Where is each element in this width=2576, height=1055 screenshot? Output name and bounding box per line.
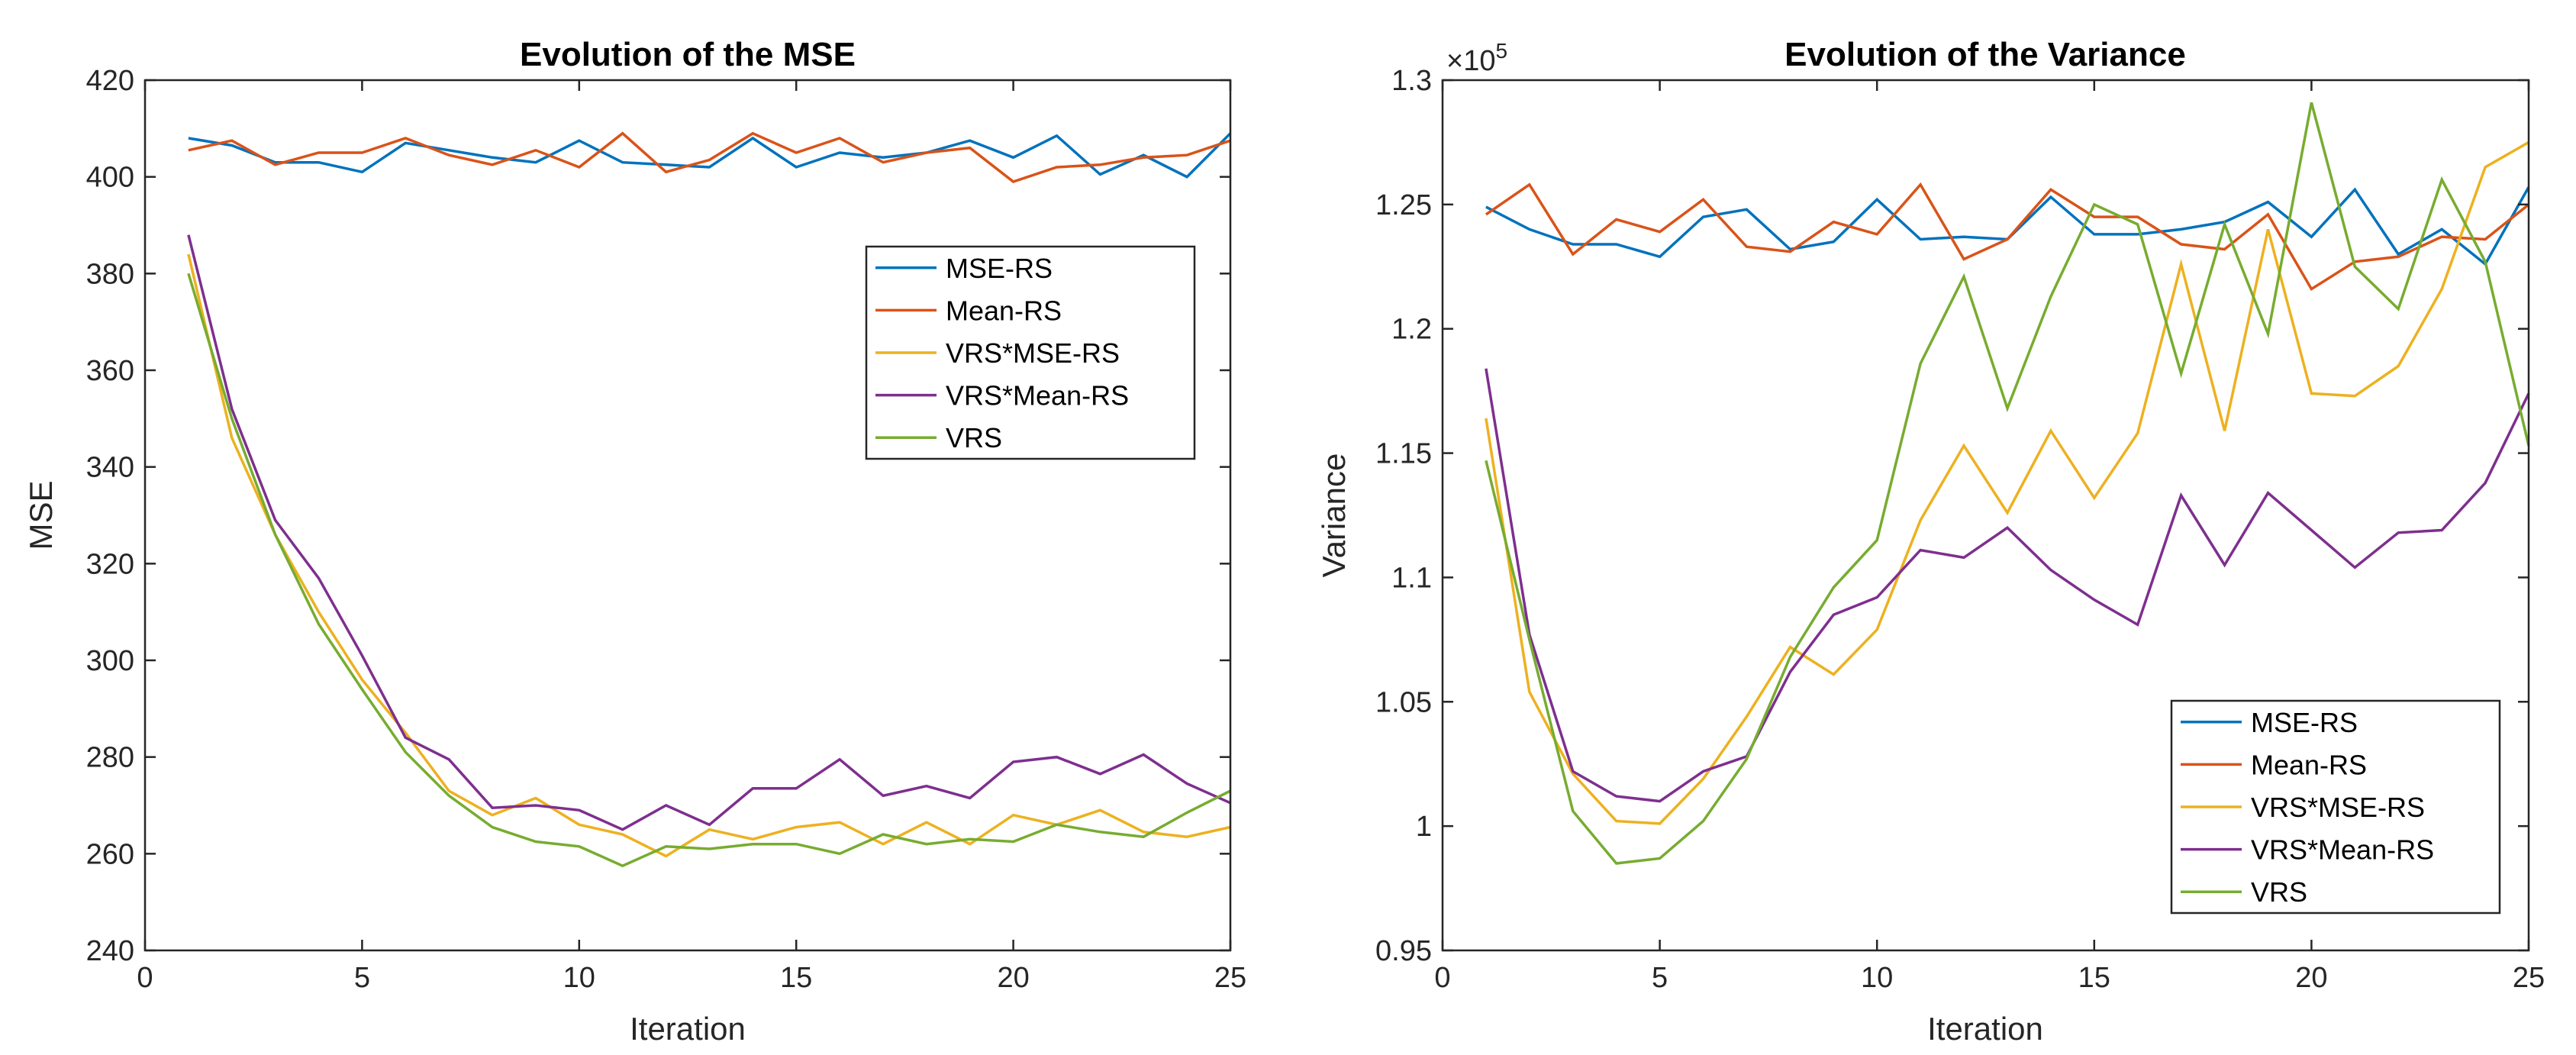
variance-chart-title: Evolution of the Variance [1785, 36, 2186, 73]
mse-ticks: 0 5 10 15 20 25 240 260 280 300 320 340 360 380 400 420 [86, 65, 1247, 994]
mse-y-tick-label: 320 [86, 548, 134, 580]
variance-y-tick-label: 1.15 [1375, 438, 1432, 470]
mse-y-tick-label: 340 [86, 452, 134, 484]
mse-x-tick-label: 0 [137, 962, 153, 994]
variance-y-tick-label: 0.95 [1375, 935, 1432, 967]
variance-x-tick-label: 20 [2295, 962, 2327, 994]
variance-y-tick-label: 1.05 [1375, 686, 1432, 718]
mse-x-axis-label: Iteration [630, 1011, 746, 1047]
variance-legend: MSE-RS Mean-RS VRS*MSE-RS VRS*Mean-RS VRS [2170, 699, 2501, 915]
variance-ticks: 0 5 10 15 20 25 0.95 1 1.05 1.1 1.15 1.2 1.25 1.3 [1375, 65, 2545, 994]
mse-legend: MSE-RS Mean-RS VRS*MSE-RS VRS*Mean-RS VRS [865, 245, 1196, 460]
mse-legend-label: VRS [946, 422, 1002, 453]
mse-axes-box [143, 79, 1232, 952]
mse-legend-label: Mean-RS [946, 295, 1062, 326]
variance-x-axis-label: Iteration [1927, 1011, 2043, 1047]
exponent-base: ×10 [1446, 45, 1495, 77]
mse-x-tick-label: 10 [563, 962, 595, 994]
mse-y-tick-label: 380 [86, 258, 134, 290]
variance-legend-label: Mean-RS [2251, 749, 2367, 780]
variance-legend-label: VRS [2251, 876, 2307, 908]
variance-chart: 0 5 10 15 20 25 0.95 1 1.05 1.1 1.15 1.2 1.25 1.3 Evo… [1316, 36, 2545, 1047]
mse-y-tick-label: 400 [86, 162, 134, 194]
mse-x-tick-label: 15 [780, 962, 812, 994]
variance-legend-label: VRS*MSE-RS [2251, 792, 2425, 823]
mse-legend-label: VRS*MSE-RS [946, 337, 1120, 369]
variance-y-tick-label: 1 [1416, 811, 1432, 843]
variance-x-tick-label: 25 [2513, 962, 2545, 994]
mse-y-tick-label: 300 [86, 645, 134, 677]
variance-legend-label: VRS*Mean-RS [2251, 834, 2434, 866]
variance-y-exponent: ×105 [1446, 39, 1507, 77]
variance-axes-box [1441, 79, 2530, 952]
mse-y-tick-label: 260 [86, 838, 134, 870]
mse-y-tick-label: 280 [86, 742, 134, 774]
mse-legend-label: MSE-RS [946, 253, 1053, 284]
mse-legend-label: VRS*Mean-RS [946, 380, 1129, 411]
mse-series-line-vrs [187, 273, 1231, 868]
mse-y-tick-label: 360 [86, 355, 134, 387]
variance-y-tick-label: 1.25 [1375, 189, 1432, 221]
variance-series-line-vrs [1485, 102, 2530, 865]
variance-y-tick-label: 1.3 [1391, 65, 1432, 97]
variance-y-tick-label: 1.2 [1391, 314, 1432, 346]
variance-x-tick-label: 0 [1434, 962, 1450, 994]
variance-x-tick-label: 5 [1652, 962, 1668, 994]
mse-series-line-mse-rs [188, 132, 1232, 179]
variance-x-tick-label: 15 [2078, 962, 2110, 994]
variance-y-tick-label: 1.1 [1391, 562, 1432, 594]
mse-series-line-mean-rs [188, 131, 1231, 183]
mse-series-line-vrs-mean-rs [187, 234, 1231, 831]
variance-marks [1485, 102, 2530, 865]
mse-chart-title: Evolution of the MSE [520, 36, 856, 73]
variance-y-axis-label: Variance [1316, 453, 1352, 578]
mse-x-tick-label: 5 [354, 962, 370, 994]
mse-x-tick-label: 25 [1214, 962, 1246, 994]
variance-series-line-vrs-mean-rs [1485, 368, 2530, 803]
variance-legend-label: MSE-RS [2251, 707, 2358, 738]
mse-y-tick-label: 420 [86, 65, 134, 97]
variance-x-tick-label: 10 [1861, 962, 1893, 994]
mse-y-axis-label: MSE [23, 480, 59, 550]
mse-plot-area [145, 80, 1230, 950]
variance-series-line-vrs-mse-rs [1485, 140, 2529, 825]
exponent-power: 5 [1495, 39, 1507, 63]
mse-y-tick-label: 240 [86, 935, 134, 967]
mse-marks [187, 131, 1232, 868]
mse-chart: 0 5 10 15 20 25 240 260 280 300 320 340 360 380 400 420… [23, 36, 1246, 1047]
mse-x-tick-label: 20 [997, 962, 1029, 994]
